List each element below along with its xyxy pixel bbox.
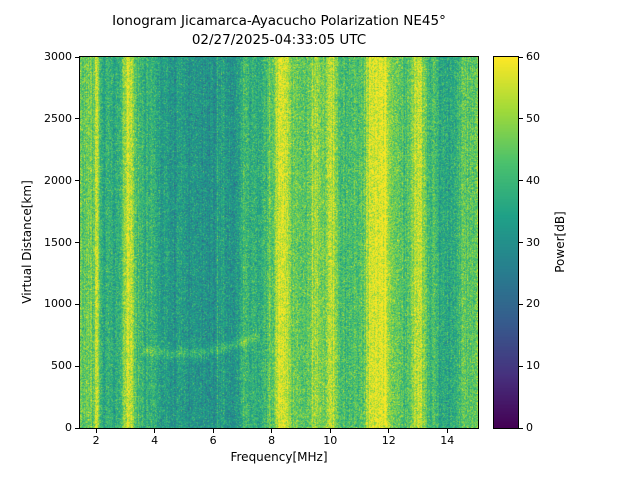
colorbar-tick-label: 60 (526, 50, 540, 63)
x-tick-mark (95, 429, 97, 433)
y-tick-mark (75, 427, 79, 429)
y-tick-mark (75, 180, 79, 182)
y-tick-mark (75, 118, 79, 120)
y-tick-label: 500 (51, 359, 72, 373)
colorbar-canvas (494, 57, 518, 428)
x-tick-label: 8 (268, 434, 276, 447)
heatmap-canvas (80, 57, 478, 428)
x-tick-mark (329, 429, 331, 433)
x-tick-label: 4 (151, 434, 159, 447)
y-tick-label: 1500 (44, 235, 72, 249)
y-tick-mark (75, 242, 79, 243)
x-tick-mark (446, 429, 448, 433)
x-tick-mark (388, 429, 390, 433)
colorbar-tick-mark (519, 180, 523, 182)
colorbar (493, 56, 519, 429)
y-tick-mark (75, 56, 79, 58)
y-tick-label: 2500 (44, 111, 72, 125)
colorbar-tick-label: 30 (526, 235, 540, 249)
x-tick-label: 6 (209, 434, 217, 447)
y-tick-label: 2000 (44, 173, 72, 187)
colorbar-tick-label: 0 (526, 421, 533, 434)
plot-area (79, 56, 479, 429)
y-tick-mark (75, 303, 79, 305)
y-tick-mark (75, 365, 79, 367)
x-tick-label: 14 (440, 434, 455, 447)
x-tick-label: 2 (92, 434, 100, 447)
colorbar-tick-label: 40 (526, 173, 540, 187)
x-axis-label: Frequency[MHz] (230, 450, 328, 464)
colorbar-tick-mark (519, 427, 523, 429)
chart-subtitle: 02/27/2025-04:33:05 UTC (191, 32, 367, 48)
y-tick-label: 0 (65, 421, 72, 434)
colorbar-tick-mark (519, 118, 523, 120)
x-tick-mark (271, 429, 273, 433)
colorbar-tick-label: 50 (526, 111, 540, 125)
colorbar-tick-mark (519, 303, 523, 305)
colorbar-tick-mark (519, 365, 523, 367)
colorbar-tick-label: 10 (526, 359, 540, 373)
x-tick-label: 12 (381, 434, 396, 447)
x-tick-mark (212, 429, 214, 433)
chart-title: Ionogram Jicamarca-Ayacucho Polarization… (112, 13, 446, 29)
x-tick-mark (154, 429, 156, 433)
colorbar-tick-mark (519, 56, 523, 58)
x-tick-label: 10 (323, 434, 338, 447)
colorbar-tick-mark (519, 242, 523, 243)
y-tick-label: 1000 (44, 297, 72, 311)
colorbar-tick-label: 20 (526, 297, 540, 311)
y-tick-label: 3000 (44, 50, 72, 63)
